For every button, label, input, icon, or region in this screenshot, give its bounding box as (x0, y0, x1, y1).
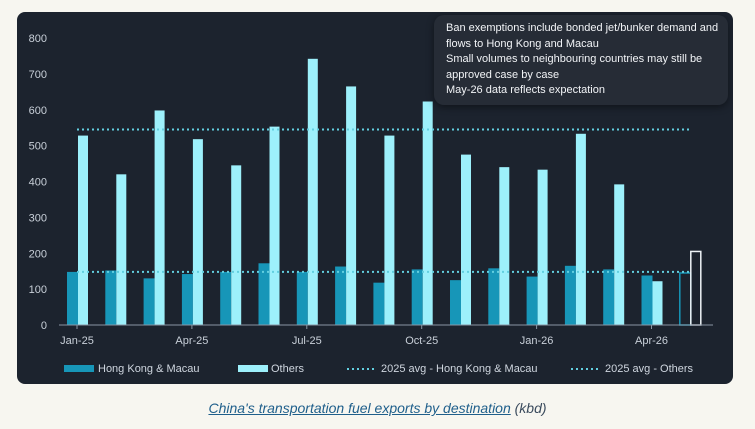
x-axis: Jan-25 Apr-25 Jul-25 Oct-25 Jan-26 Apr-26 (60, 325, 668, 347)
bar-hk-macau (679, 272, 692, 326)
bar-others (269, 126, 280, 325)
bar-hk-macau (181, 274, 193, 325)
legend-swatch-others (238, 365, 268, 372)
legend-swatch-hk-macau (64, 365, 94, 372)
y-tick-label: 400 (29, 177, 47, 189)
x-tick-label: Jan-25 (60, 335, 94, 347)
y-tick-label: 300 (29, 212, 47, 224)
caption-link[interactable]: China's transportation fuel exports by d… (208, 400, 511, 416)
bar-hk-macau (105, 270, 117, 325)
bar-others (346, 86, 357, 326)
annotation-line-2: flows to Hong Kong and Macau (446, 37, 599, 50)
chart-card: 0 100 200 300 400 500 600 700 800 Jan-25 Apr-25 Ju… (17, 12, 733, 384)
y-tick-label: 200 (29, 248, 47, 260)
bar-hk-macau (143, 278, 155, 325)
chart-area: 0 100 200 300 400 500 600 700 800 Jan-25 Apr-25 Ju… (29, 33, 713, 375)
bar-hk-macau (335, 266, 347, 325)
figure-caption: China's transportation fuel exports by d… (0, 400, 755, 416)
y-tick-label: 100 (29, 284, 47, 296)
y-tick-label: 500 (29, 141, 47, 153)
bar-hk-macau (296, 271, 308, 325)
bars-group (67, 58, 702, 326)
legend: Hong Kong & Macau Others 2025 avg - Hong… (64, 363, 694, 375)
bar-hk-macau (373, 282, 385, 325)
x-tick-label: Apr-26 (635, 335, 668, 347)
y-tick-label: 600 (29, 105, 47, 117)
bar-others (422, 101, 433, 325)
bar-others (537, 169, 548, 325)
bar-hk-macau (220, 271, 232, 325)
y-tick-label: 0 (41, 320, 47, 332)
legend-label-avg-hk-macau: 2025 avg - Hong Kong & Macau (381, 363, 538, 375)
bar-others (154, 110, 165, 325)
bar-others (192, 139, 203, 325)
annotation-line-4: approved case by case (446, 68, 560, 81)
bar-others (575, 133, 586, 325)
bar-hk-macau (411, 269, 423, 325)
bar-others (690, 250, 702, 326)
bar-others (499, 167, 510, 325)
bar-hk-macau (603, 269, 615, 325)
y-tick-label: 800 (29, 33, 47, 45)
annotation-line-1: Ban exemptions include bonded jet/bunker… (446, 22, 719, 34)
y-axis: 0 100 200 300 400 500 600 700 800 (29, 33, 47, 332)
annotation-line-3: Small volumes to neighbouring countries … (446, 53, 703, 65)
caption-unit: (kbd) (510, 400, 547, 416)
y-tick-label: 700 (29, 69, 47, 81)
bar-hk-macau (526, 276, 538, 325)
bar-others (307, 58, 318, 326)
bar-hk-macau (564, 265, 576, 325)
x-tick-label: Apr-25 (175, 335, 208, 347)
reference-lines (77, 128, 691, 273)
bar-hk-macau (258, 263, 270, 325)
bar-others (614, 184, 625, 325)
legend-label-hk-macau: Hong Kong & Macau (98, 363, 200, 375)
bar-hk-macau (641, 275, 653, 325)
annotation-box: Ban exemptions include bonded jet/bunker… (434, 15, 728, 105)
bar-hk-macau (450, 280, 461, 325)
x-tick-label: Jan-26 (520, 335, 554, 347)
bar-others (116, 174, 127, 325)
bar-hk-macau (488, 268, 500, 325)
bar-others (231, 165, 242, 325)
legend-label-others: Others (271, 363, 305, 375)
bar-hk-macau (67, 271, 78, 325)
legend-label-avg-others: 2025 avg - Others (605, 363, 694, 375)
bar-others (78, 135, 88, 325)
bar-others (384, 135, 395, 325)
bar-others (461, 154, 471, 325)
x-tick-label: Oct-25 (405, 335, 438, 347)
x-tick-label: Jul-25 (292, 335, 322, 347)
annotation-line-5: May-26 data reflects expectation (446, 84, 605, 96)
bar-others (652, 281, 663, 325)
